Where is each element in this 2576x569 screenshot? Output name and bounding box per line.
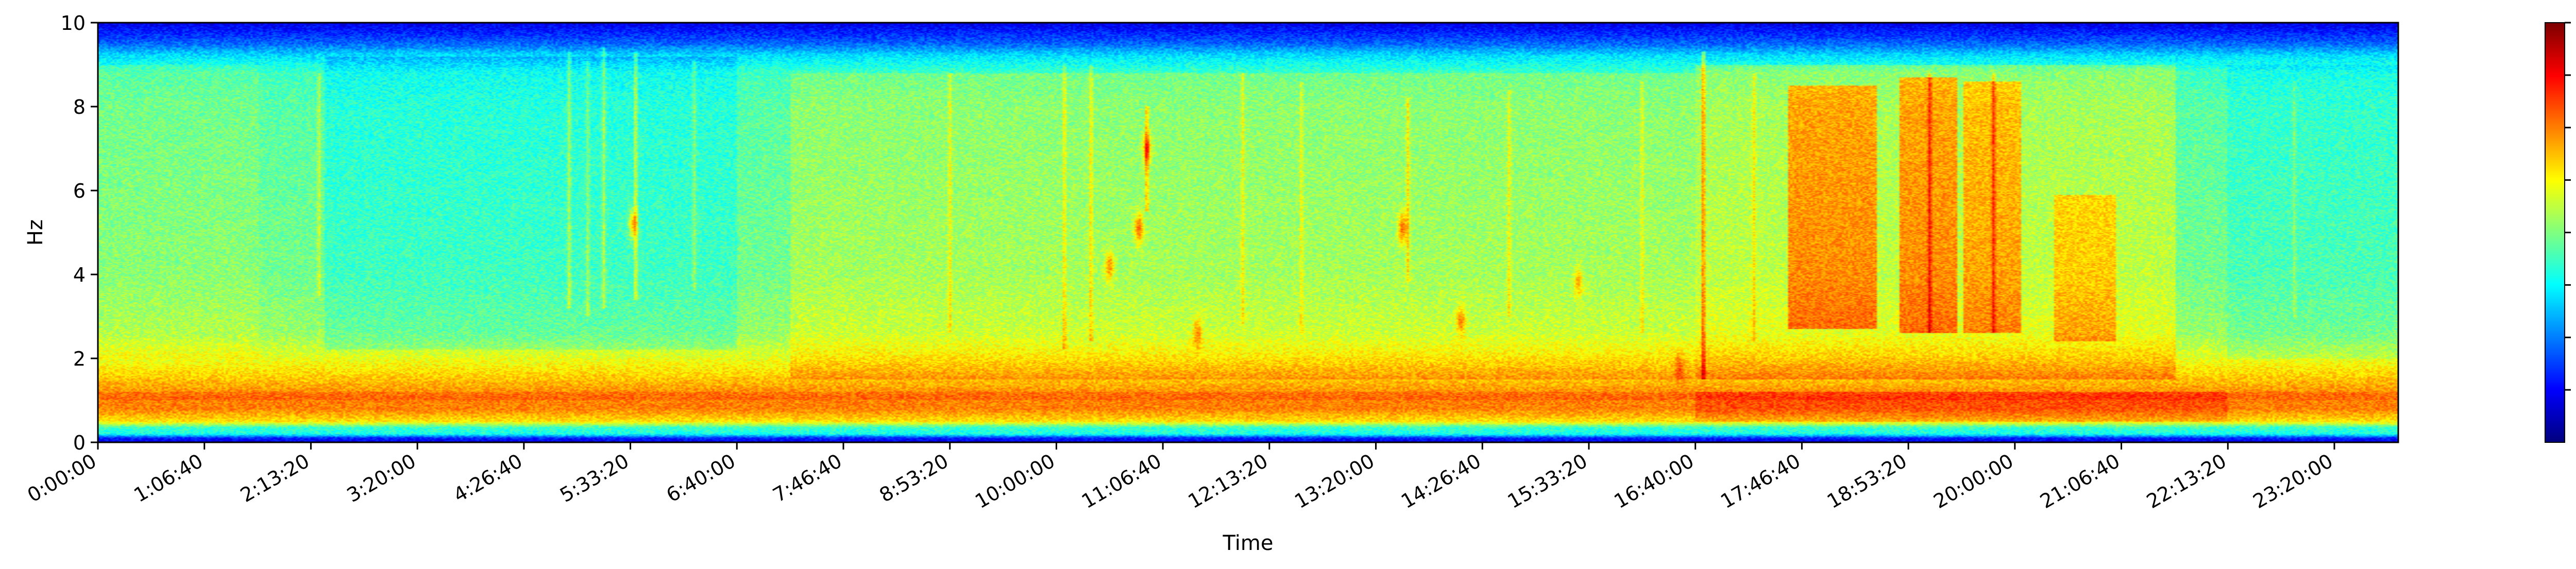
y-tick-label: 8 [73, 96, 86, 118]
spectrogram-heatmap [98, 23, 2398, 442]
y-axis: 0 2 4 6 8 10 [61, 12, 98, 454]
y-tick-label: 4 [73, 264, 86, 286]
y-tick-label: 0 [73, 432, 86, 454]
y-axis-label: Hz [24, 219, 47, 246]
x-axis-label: Time [1223, 531, 1274, 555]
colorbar-axis: +0 dB-10 dB-20 dB-30 dB-40 dB-50 dB-60 d… [2565, 22, 2571, 391]
plot-frame [97, 22, 2399, 443]
y-tick-label: 2 [73, 348, 86, 370]
colorbar-gradient [2545, 23, 2565, 442]
y-tick-label: 10 [61, 12, 86, 35]
y-tick-label: 6 [73, 180, 86, 202]
